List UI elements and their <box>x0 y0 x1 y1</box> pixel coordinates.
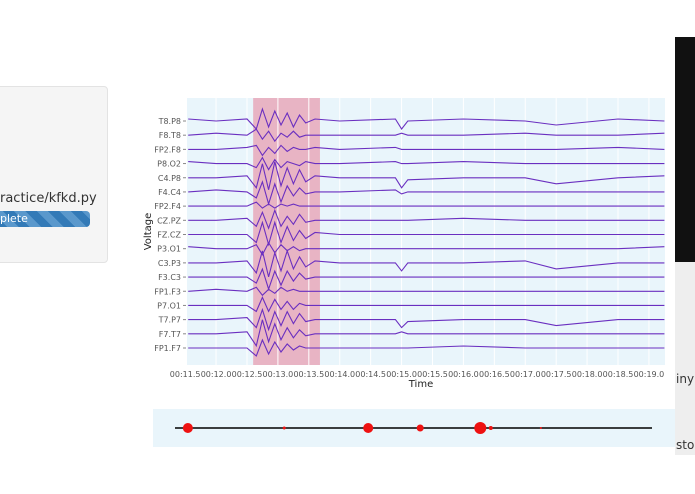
eeg-trace <box>188 296 665 313</box>
right-panel <box>675 262 695 455</box>
eeg-trace <box>188 161 665 190</box>
overview-event <box>474 422 487 434</box>
x-tick-label: 00:11.5 <box>170 370 201 379</box>
x-tick-label: 00:13.5 <box>293 370 324 379</box>
channel-label: FZ.CZ <box>157 231 181 240</box>
channel-label: F3.C3 <box>158 273 181 282</box>
x-tick-label: 00:17.0 <box>510 370 541 379</box>
channel-label: C3.P3 <box>158 259 181 268</box>
channel-label: FP2.F8 <box>154 145 181 154</box>
x-tick-label: 00:15.5 <box>417 370 448 379</box>
x-tick-label: 00:16.5 <box>479 370 510 379</box>
overview-event <box>282 426 286 430</box>
eeg-trace <box>188 180 665 206</box>
eeg-trace <box>188 319 665 348</box>
y-axis-label: Voltage <box>143 213 154 251</box>
sidebar-panel <box>0 86 108 263</box>
x-tick-label: 00:12.5 <box>232 370 263 379</box>
eeg-trace <box>188 208 665 230</box>
eeg-trace <box>188 156 665 171</box>
x-axis-label: Time <box>408 379 433 390</box>
eeg-trace <box>188 241 665 256</box>
x-tick-label: 00:14.5 <box>355 370 386 379</box>
channel-label: FP2.F4 <box>154 202 181 211</box>
eeg-trace <box>188 307 665 332</box>
eeg-trace <box>188 201 665 209</box>
eeg-trace <box>188 338 665 357</box>
overview-event <box>182 423 193 433</box>
channel-label: F8.T8 <box>159 131 181 140</box>
eeg-trace <box>188 220 665 247</box>
x-tick-label: 00:17.5 <box>541 370 572 379</box>
overview-event <box>539 427 542 429</box>
right-fragment[interactable]: stor <box>676 438 695 452</box>
overview-event <box>363 423 374 433</box>
x-tick-label: 00:13.0 <box>263 370 294 379</box>
channel-label: P3.O1 <box>157 245 181 254</box>
channel-label: FP1.F3 <box>154 287 181 296</box>
channel-label: P8.O2 <box>157 160 181 169</box>
eeg-trace <box>188 107 665 131</box>
overview-event <box>488 426 493 430</box>
x-tick-label: 00:15.0 <box>386 370 417 379</box>
channel-label: P7.O1 <box>157 301 181 310</box>
x-tick-label: 00:14.0 <box>324 370 355 379</box>
file-path: ractice/kfkd.py <box>0 191 97 206</box>
chart: 00:11.5 00:12.0 00:12.5 00:13.0 00:13.5 00:14… <box>143 98 675 447</box>
eeg-trace <box>188 249 665 278</box>
channel-label: T7.P7 <box>158 316 181 325</box>
channel-label: C4.P8 <box>158 174 181 183</box>
channel-label: CZ.PZ <box>157 216 181 225</box>
progress-bar: plete <box>0 211 90 227</box>
overview-event <box>416 424 424 432</box>
eeg-trace <box>188 128 665 143</box>
eeg-trace <box>188 286 665 297</box>
eeg-trace <box>188 144 665 157</box>
right-fragment[interactable]: iny <box>676 372 695 386</box>
x-tick-label: 00:18.5 <box>603 370 634 379</box>
x-tick-label: 00:19.0 <box>634 370 665 379</box>
channel-label: F4.C4 <box>158 188 181 197</box>
x-tick-label: 00:12.0 <box>201 370 232 379</box>
x-tick-label: 00:18.0 <box>572 370 603 379</box>
eeg-trace <box>188 267 665 291</box>
channel-label: FP1.F7 <box>154 344 181 353</box>
x-tick-label: 00:16.0 <box>448 370 479 379</box>
channel-label: T8.P8 <box>158 117 181 126</box>
channel-label: F7.T7 <box>159 330 181 339</box>
